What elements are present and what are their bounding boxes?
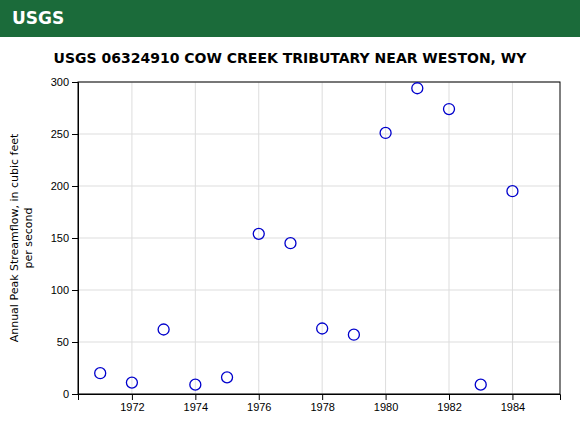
x-tick: 1974 [184, 394, 208, 413]
y-tick: 150 [51, 232, 78, 244]
x-tick-mark [386, 394, 387, 400]
y-tick-label: 0 [63, 388, 69, 400]
y-tick-label: 150 [51, 232, 69, 244]
chart: USGS USGS 06324910 COW CREEK TRIBUTARY NE… [0, 0, 580, 430]
x-tick-label: 1982 [437, 401, 461, 413]
point [158, 324, 169, 335]
y-axis-label: Annual Peak Streamflow, in cubic feetper… [8, 133, 35, 342]
x-tick: 1978 [310, 394, 334, 413]
y-tick-label: 200 [51, 180, 69, 192]
y-tick-mark [72, 394, 78, 395]
x-tick-mark [132, 394, 133, 400]
point [444, 104, 455, 115]
point [348, 329, 359, 340]
grid-line-y [78, 290, 560, 291]
y-tick-mark [72, 290, 78, 291]
point [412, 83, 423, 94]
x-tick-label: 1976 [247, 401, 271, 413]
x-tick: 1984 [501, 394, 525, 413]
point [380, 127, 391, 138]
grid-line-y [78, 238, 560, 239]
point [317, 323, 328, 334]
y-axis-line [72, 83, 79, 395]
x-tick-label: 1978 [310, 401, 334, 413]
x-tick-label: 1984 [501, 401, 525, 413]
x-tick-mark [512, 394, 513, 400]
grid [78, 82, 560, 394]
y-tick-mark [72, 342, 78, 343]
plot-area: 1972 1974 1976 1978 1980 1982 1984 0 50 100 150 200… [51, 76, 561, 413]
x-tick: 1976 [247, 394, 271, 413]
x-tick-label: 1980 [374, 401, 398, 413]
points [95, 83, 518, 390]
plot-frame [78, 82, 560, 394]
y-tick: 300 [51, 76, 78, 88]
x-tick-mark [259, 394, 260, 400]
x-tick-mark [322, 394, 323, 400]
grid-line-y [78, 134, 560, 135]
point [222, 372, 233, 383]
point [95, 368, 106, 379]
annotation: USGS [12, 8, 64, 28]
point [126, 377, 137, 388]
y-tick-label: 100 [51, 284, 69, 296]
title: USGS 06324910 COW CREEK TRIBUTARY NEAR W… [54, 50, 528, 66]
x-tick-mark [195, 394, 196, 400]
x-axis: 1972 1974 1976 1978 1980 1982 1984 [79, 394, 561, 413]
grid-line-y [78, 342, 560, 343]
y-tick-mark [72, 186, 78, 187]
y-tick-mark [72, 238, 78, 239]
y-tick-label: 250 [51, 128, 69, 140]
y-tick: 100 [51, 284, 78, 296]
y-tick: 0 [63, 388, 78, 400]
x-tick: 1980 [374, 394, 398, 413]
point [253, 228, 264, 239]
point [285, 238, 296, 249]
y-tick-mark [72, 134, 78, 135]
point [507, 186, 518, 197]
y-axis: 0 50 100 150 200 250 300 [51, 76, 79, 400]
y-tick-label: 300 [51, 76, 69, 88]
point [190, 379, 201, 390]
grid-line-y [78, 186, 560, 187]
x-axis-line [79, 395, 561, 401]
y-tick-label: 50 [57, 336, 69, 348]
x-tick-label: 1974 [184, 401, 208, 413]
x-tick-label: 1972 [120, 401, 144, 413]
y-tick: 200 [51, 180, 78, 192]
header-bar [0, 0, 580, 37]
y-tick: 50 [57, 336, 78, 348]
x-tick: 1982 [437, 394, 461, 413]
y-tick: 250 [51, 128, 78, 140]
x-tick: 1972 [120, 394, 144, 413]
y-tick-mark [72, 82, 78, 83]
point [475, 379, 486, 390]
x-tick-mark [449, 394, 450, 400]
